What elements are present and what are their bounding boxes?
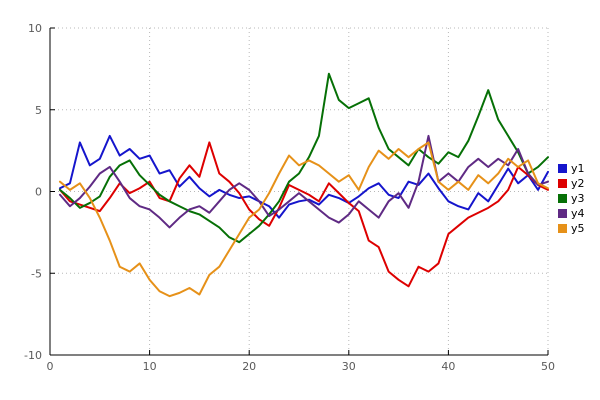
y-tick-label: 0 [35,186,42,199]
x-tick-label: 20 [242,360,256,373]
legend-swatch-y3 [558,194,567,203]
legend-label-y2: y2 [571,177,585,190]
x-tick-label: 10 [143,360,157,373]
y-tick-label: 10 [28,22,42,35]
y-tick-label: 5 [35,104,42,117]
y-tick-label: -5 [31,267,42,280]
legend-swatch-y4 [558,209,567,218]
legend-label-y4: y4 [571,207,585,220]
y-tick-label: -10 [24,349,42,362]
series-line-y3 [58,72,549,244]
series-line-y1 [58,134,549,219]
legend-swatch-y2 [558,179,567,188]
legend-label-y3: y3 [571,192,585,205]
legend-label-y1: y1 [571,162,585,175]
legend-item-y4: y4 [558,207,585,220]
legend-item-y3: y3 [558,192,585,205]
legend-swatch-y1 [558,164,567,173]
series-line-y2 [58,141,549,288]
legend-swatch-y5 [558,224,567,233]
series-line-y4 [58,134,549,229]
legend-item-y1: y1 [558,162,585,175]
series-line-y5 [58,141,549,298]
x-tick-label: 50 [541,360,555,373]
x-tick-label: 0 [47,360,54,373]
legend: y1 y2 y3 y4 y5 [558,162,585,235]
legend-label-y5: y5 [571,222,585,235]
legend-item-y2: y2 [558,177,585,190]
x-tick-label: 30 [342,360,356,373]
x-tick-label: 40 [441,360,455,373]
legend-item-y5: y5 [558,222,585,235]
